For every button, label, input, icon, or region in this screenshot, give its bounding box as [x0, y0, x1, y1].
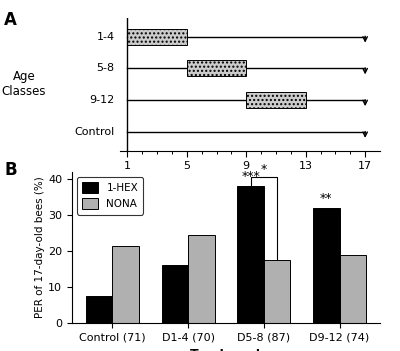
- Bar: [112, 246, 139, 323]
- Text: A: A: [4, 11, 17, 28]
- Bar: [246, 92, 306, 108]
- Bar: [340, 254, 366, 323]
- Text: Age
Classes: Age Classes: [2, 70, 46, 98]
- Text: 1-4: 1-4: [97, 32, 115, 42]
- Text: ***: ***: [241, 171, 260, 184]
- Bar: [313, 208, 340, 323]
- Bar: [128, 29, 187, 45]
- Text: Control: Control: [74, 127, 115, 137]
- X-axis label: Days: Days: [235, 173, 265, 186]
- Bar: [264, 260, 290, 323]
- Text: **: **: [320, 192, 332, 205]
- Bar: [187, 60, 246, 76]
- Text: 9-12: 9-12: [90, 95, 115, 105]
- Bar: [162, 265, 188, 323]
- X-axis label: Treatment: Treatment: [190, 348, 262, 351]
- Text: 5-8: 5-8: [97, 64, 115, 73]
- Bar: [188, 235, 215, 323]
- Y-axis label: PER of 17-day-old bees (%): PER of 17-day-old bees (%): [35, 177, 45, 318]
- Bar: [237, 186, 264, 323]
- Text: B: B: [4, 161, 17, 179]
- Legend: 1-HEX, NONA: 1-HEX, NONA: [77, 177, 143, 214]
- Text: *: *: [261, 163, 267, 176]
- Bar: [86, 296, 112, 323]
